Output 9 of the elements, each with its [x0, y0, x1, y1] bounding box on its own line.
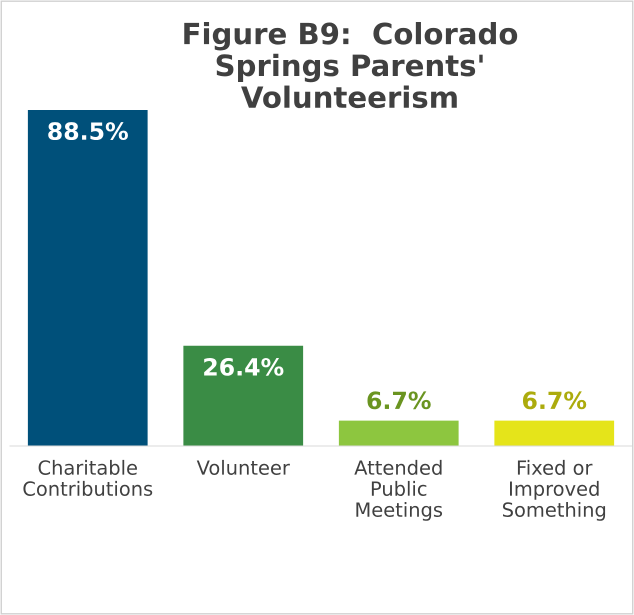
data-label: 88.5%: [48, 122, 128, 140]
x-tick-label: Volunteer: [196, 460, 290, 475]
chart-title: Figure B9: Colorado Springs Parents' Volunteerism: [184, 22, 518, 108]
data-label: 6.7%: [522, 391, 586, 410]
x-tick-label: Fixed or Improved Something: [502, 460, 606, 521]
x-tick-label: Attended Public Meetings: [354, 460, 442, 521]
data-label: 6.7%: [367, 391, 431, 410]
data-label: 26.4%: [204, 358, 284, 376]
x-tick-label: Charitable Contributions: [23, 460, 152, 496]
